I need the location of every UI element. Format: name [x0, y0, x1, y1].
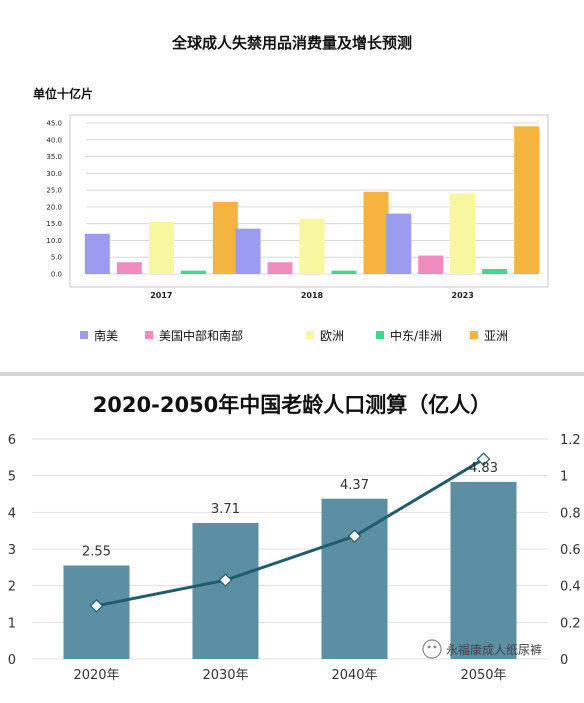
chart2-left-tick-label: 2 — [8, 580, 16, 595]
chart1-legend-label: 中东/非洲 — [390, 328, 442, 343]
chart2-left-tick-label: 1 — [8, 616, 16, 631]
chart2-bar-data-label: 3.71 — [211, 502, 240, 517]
chart2-right-tick-label: 0.4 — [560, 580, 581, 595]
chart2-left-tick-label: 3 — [8, 543, 16, 558]
chart1-y-tick-label: 30.0 — [46, 170, 62, 178]
aging-population-chart: 2020-2050年中国老龄人口测算（亿人） 0 1 2 3 4 5 6 0 0.2 0.4 0.… — [8, 393, 581, 683]
chart1-legend-label: 亚洲 — [484, 329, 508, 343]
chart1-bar — [514, 126, 540, 274]
chart2-bar-data-label: 4.37 — [340, 478, 369, 493]
chart1-legend: 南美 美国中部和南部 欧洲 中东/非洲 亚洲 — [80, 328, 508, 343]
chart1-bar — [212, 201, 238, 274]
chart2-bars — [63, 481, 517, 659]
chart1-bar — [299, 218, 325, 274]
consumption-chart-panel: 全球成人失禁用品消费量及增长预测 单位十亿片 0.0 5.0 10.0 15.0 20.… — [33, 34, 549, 343]
chart1-legend-swatch — [470, 331, 478, 339]
chart2-bar — [192, 522, 259, 659]
chart1-y-tick-label: 15.0 — [46, 220, 62, 228]
chart2-category-labels: 2020年 2030年 2040年 2050年 — [73, 668, 506, 683]
chart2-right-tick-label: 0 — [560, 653, 568, 668]
chart2-left-tick-label: 5 — [8, 470, 16, 485]
chart2-right-tick-label: 0.2 — [560, 616, 581, 631]
chart1-unit-label: 单位十亿片 — [33, 86, 93, 101]
chart1-y-tick-label: 5.0 — [51, 254, 62, 262]
chart1-legend-label: 南美 — [94, 328, 118, 343]
chart2-category-label: 2030年 — [202, 668, 248, 683]
wechat-icon — [422, 639, 442, 659]
chart2-right-tick-label: 0.8 — [560, 506, 581, 521]
chart2-bar-data-label: 4.83 — [469, 461, 498, 476]
chart2-line-path — [96, 457, 485, 608]
chart2-category-label: 2050年 — [460, 668, 506, 683]
chart1-y-tick-label: 10.0 — [46, 237, 62, 245]
wechat-icon-eye-left — [427, 645, 431, 649]
chart1-category-label: 2018 — [301, 291, 324, 300]
chart2-bar — [450, 481, 517, 659]
chart2-left-tick-label: 6 — [8, 433, 16, 448]
chart1-bar — [482, 268, 508, 274]
chart1-bar — [363, 191, 389, 274]
chart2-category-label: 2020年 — [73, 668, 119, 683]
chart1-bar — [450, 193, 476, 274]
chart2-right-tick-label: 1 — [560, 470, 568, 485]
chart2-left-tick-label: 4 — [8, 506, 16, 521]
chart2-title: 2020-2050年中国老龄人口测算（亿人） — [93, 393, 492, 417]
chart2-right-tick-label: 0.6 — [560, 543, 581, 558]
chart1-y-tick-label: 35.0 — [46, 153, 62, 161]
chart1-bar — [418, 255, 444, 274]
chart1-category-labels: 2017 2018 2023 — [150, 291, 474, 300]
chart1-bar — [180, 270, 206, 274]
chart2-line-point — [218, 573, 233, 588]
consumption-bar-chart: 全球成人失禁用品消费量及增长预测 单位十亿片 0.0 5.0 10.0 15.0 20.… — [33, 34, 549, 343]
chart2-bar-data-label: 2.55 — [82, 545, 111, 560]
chart1-plot-frame — [69, 114, 549, 288]
chart1-y-tick-label: 25.0 — [46, 187, 62, 195]
wechat-icon-eye-right — [433, 645, 437, 649]
chart2-left-tick-label: 0 — [8, 653, 16, 668]
chart1-title: 全球成人失禁用品消费量及增长预测 — [171, 34, 412, 52]
chart1-bar — [84, 233, 110, 274]
chart1-bar — [116, 262, 142, 274]
chart2-data-labels: 2.55 3.71 4.37 4.83 — [82, 461, 498, 560]
chart1-bars — [84, 126, 540, 274]
panel-divider — [0, 372, 584, 376]
chart1-bar — [331, 270, 357, 274]
chart1-legend-label: 欧洲 — [320, 329, 344, 343]
chart1-bar — [267, 262, 293, 274]
chart1-category-label: 2023 — [452, 291, 474, 300]
chart1-legend-swatch — [376, 331, 384, 339]
chart1-y-tick-label: 45.0 — [46, 120, 62, 128]
chart2-line-series — [89, 452, 491, 613]
chart1-y-tick-label: 20.0 — [46, 203, 62, 211]
chart2-line-point — [89, 598, 104, 613]
chart1-y-tick-label: 40.0 — [46, 136, 62, 144]
chart2-line-point — [476, 452, 491, 467]
chart2-bar — [321, 498, 388, 659]
chart2-right-axis-ticks: 0 0.2 0.4 0.6 0.8 1 1.2 — [560, 433, 581, 668]
chart2-category-label: 2040年 — [331, 668, 377, 683]
chart1-bar — [386, 213, 412, 274]
chart1-legend-label: 美国中部和南部 — [159, 328, 243, 343]
chart1-bar — [148, 221, 174, 274]
watermark: 永福康成人纸尿裤 — [422, 639, 542, 659]
chart1-legend-swatch — [145, 331, 153, 339]
aging-chart-panel: 2020-2050年中国老龄人口测算（亿人） 0 1 2 3 4 5 6 0 0.2 0.4 0.… — [0, 376, 584, 703]
chart1-y-ticks: 0.0 5.0 10.0 15.0 20.0 25.0 30.0 35.0 40.0 45.0 — [46, 120, 62, 279]
watermark-text: 永福康成人纸尿裤 — [446, 642, 542, 657]
chart2-left-axis-ticks: 0 1 2 3 4 5 6 — [8, 433, 16, 668]
chart1-category-label: 2017 — [150, 291, 172, 300]
chart2-right-tick-label: 1.2 — [560, 433, 581, 448]
chart1-legend-swatch — [80, 331, 88, 339]
chart1-bar — [235, 228, 261, 274]
chart1-legend-swatch — [306, 331, 314, 339]
chart1-y-tick-label: 0.0 — [51, 271, 62, 279]
chart2-line-point — [347, 529, 362, 544]
